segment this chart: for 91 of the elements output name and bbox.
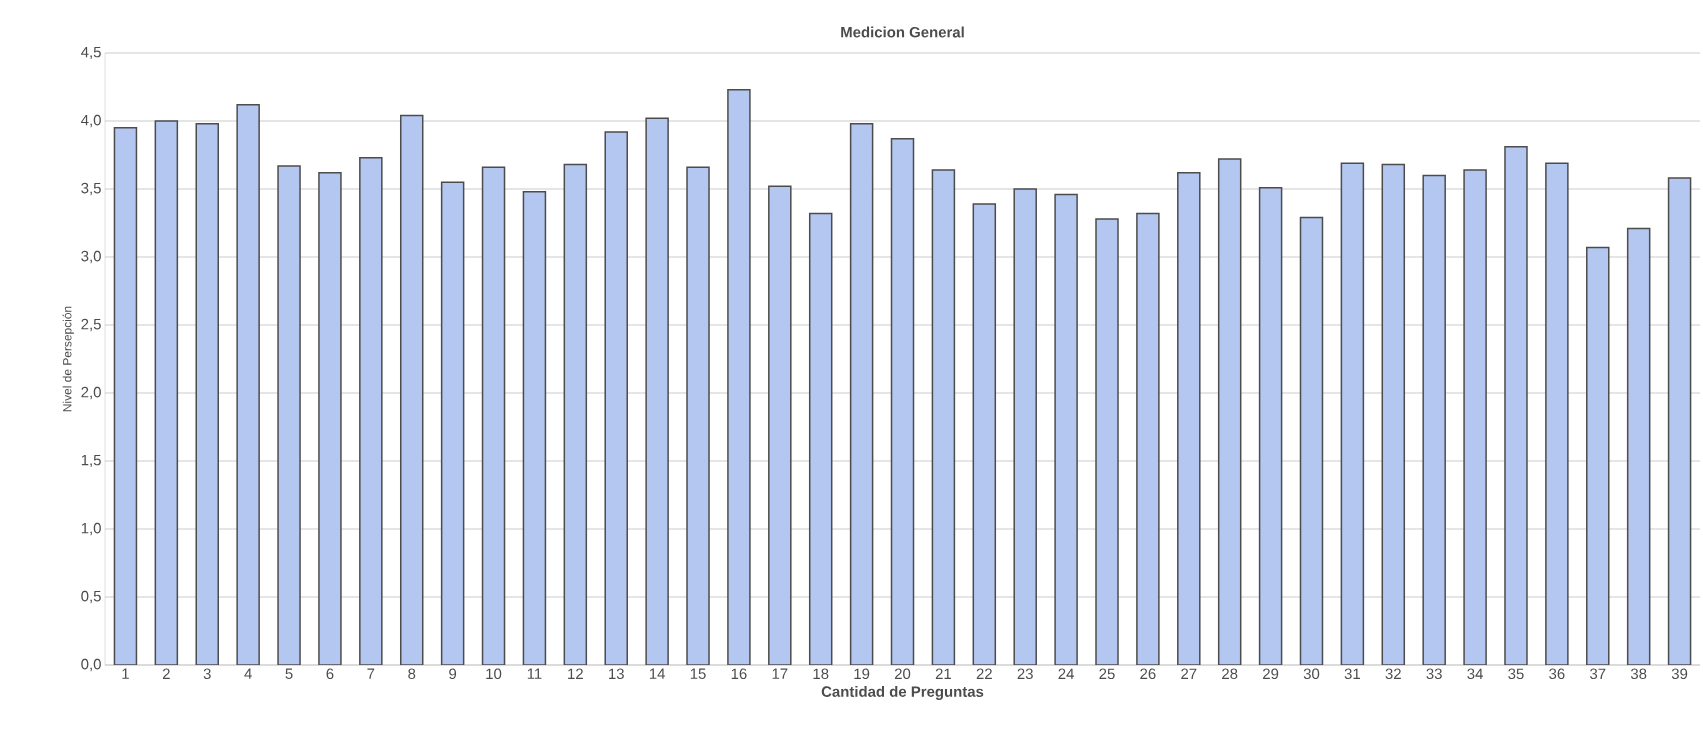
x-tick-label: 10 [486, 668, 502, 680]
bar [277, 165, 301, 665]
x-tick-label: 18 [813, 668, 829, 680]
bar [1054, 193, 1078, 665]
y-tick-label: 1,5 [81, 454, 101, 468]
x-tick-label: 7 [367, 668, 375, 679]
x-tick-label: 32 [1385, 668, 1401, 680]
bar [481, 166, 506, 665]
chart-title: Medicion General [841, 26, 964, 38]
y-tick-label: 2,0 [81, 386, 101, 400]
x-tick-label: 28 [1222, 668, 1238, 680]
x-tick-label: 14 [649, 668, 665, 679]
y-tick-label: 1,0 [81, 522, 101, 536]
bar [236, 103, 260, 665]
x-tick-label: 12 [568, 668, 583, 679]
bar [318, 171, 342, 665]
y-tick-label: 4,5 [81, 46, 101, 60]
y-tick-label: 4,0 [81, 114, 101, 128]
bar [399, 114, 424, 665]
bar [1381, 163, 1406, 665]
bar [1667, 177, 1692, 665]
bar [1463, 169, 1487, 665]
x-tick-label: 21 [935, 668, 951, 679]
bar [768, 185, 792, 665]
bar [359, 156, 383, 665]
bar [645, 117, 669, 665]
x-tick-label: 2 [162, 668, 170, 679]
x-tick-label: 23 [1017, 668, 1033, 680]
bar [440, 181, 465, 665]
x-tick-label: 1 [122, 668, 129, 679]
x-tick-label: 5 [285, 668, 293, 679]
y-tick-label: 3,0 [81, 250, 101, 264]
x-tick-label: 30 [1303, 668, 1320, 680]
bar [1586, 246, 1610, 665]
x-tick-label: 19 [854, 668, 870, 680]
bar [808, 212, 833, 665]
x-tick-label: 33 [1426, 668, 1442, 680]
bar [727, 88, 751, 665]
x-tick-label: 27 [1181, 668, 1197, 679]
bar [1136, 212, 1160, 665]
x-tick-label: 37 [1590, 668, 1606, 680]
bar [1217, 158, 1242, 665]
x-tick-label: 15 [690, 668, 706, 679]
bar [1013, 188, 1037, 665]
bar [195, 122, 219, 665]
x-tick-label: 4 [244, 668, 252, 679]
x-tick-label: 24 [1058, 668, 1074, 679]
bar [849, 122, 874, 665]
x-tick-label: 17 [772, 668, 788, 679]
bar [113, 127, 138, 665]
y-tick-label: 0,0 [81, 658, 101, 672]
x-tick-label: 16 [731, 668, 747, 680]
x-tick-label: 39 [1671, 668, 1688, 680]
x-tick-label: 35 [1508, 668, 1524, 680]
x-tick-label: 22 [976, 668, 992, 679]
x-tick-label: 9 [449, 668, 457, 680]
x-tick-label: 13 [609, 668, 624, 680]
x-tick-label: 8 [408, 668, 416, 680]
y-tick-label: 2,5 [81, 318, 101, 332]
x-tick-label: 29 [1263, 668, 1279, 680]
bar [563, 163, 588, 665]
bar [1258, 186, 1283, 665]
bar [686, 166, 710, 665]
bar [1504, 146, 1528, 665]
x-tick-label: 31 [1344, 668, 1360, 680]
x-tick-label: 36 [1549, 668, 1565, 680]
x-tick-label: 34 [1467, 668, 1483, 680]
bar [1340, 162, 1365, 665]
x-tick-label: 20 [894, 668, 911, 680]
bar [890, 137, 915, 665]
bar [972, 203, 997, 665]
y-tick-label: 0,5 [81, 590, 101, 604]
y-tick-label: 3,5 [81, 182, 101, 196]
bar [604, 131, 628, 665]
x-tick-label: 11 [527, 668, 542, 679]
y-axis-title: Nivel de Persepción [62, 306, 74, 412]
x-axis-title: Cantidad de Preguntas [821, 685, 984, 700]
x-tick-label: 26 [1140, 668, 1156, 680]
bar [931, 169, 956, 665]
bar [1545, 162, 1569, 665]
bar [154, 120, 179, 665]
bar [1422, 174, 1446, 665]
bar [1626, 227, 1651, 665]
bar [522, 190, 547, 665]
x-tick-label: 3 [203, 668, 211, 680]
x-tick-label: 6 [326, 668, 334, 680]
bar [1299, 216, 1324, 665]
bar [1177, 171, 1201, 665]
bar [1095, 218, 1119, 665]
x-tick-label: 25 [1099, 668, 1115, 680]
x-tick-label: 38 [1630, 668, 1647, 680]
